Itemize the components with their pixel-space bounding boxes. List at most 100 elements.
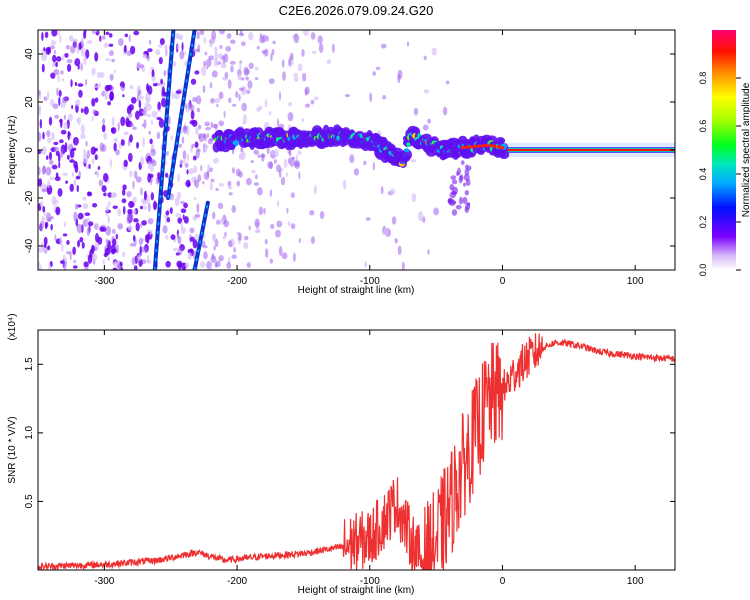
noise-speckle [227,186,233,190]
noise-speckle [177,235,182,245]
noise-speckle [60,129,67,135]
wisp [456,170,460,177]
noise-speckle [227,79,232,89]
noise-speckle [214,51,218,61]
noise-speckle [115,149,120,156]
noise-speckle [122,184,127,191]
noise-speckle [147,48,153,53]
noise-speckle [206,170,210,178]
noise-speckle [310,236,315,245]
noise-speckle [42,247,47,254]
noise-speckle [101,227,107,232]
noise-speckle [138,108,145,117]
noise-speckle [48,263,51,270]
noise-speckle [298,238,301,244]
wisp [465,178,471,187]
noise-speckle [138,252,141,262]
noise-speckle [87,191,91,196]
noise-speckle [254,229,261,234]
noise-speckle [51,63,55,67]
noise-speckle [111,58,115,63]
noise-speckle [230,39,236,45]
noise-speckle [269,189,273,197]
noise-speckle [147,202,151,212]
noise-speckle [55,56,62,62]
noise-speckle [124,33,129,38]
noise-speckle [111,228,116,234]
noise-speckle [109,90,115,101]
x-tick-label: 0 [500,576,506,587]
noise-speckle [117,38,124,47]
wisp [455,204,462,210]
noise-speckle [99,35,102,42]
noise-speckle [110,127,117,134]
noise-speckle [197,174,202,183]
noise-speckle [38,89,41,96]
noise-speckle [215,187,219,192]
noise-speckle [98,179,104,187]
band-hot [480,144,485,148]
noise-speckle [143,106,147,116]
noise-speckle [202,180,205,185]
noise-speckle [184,102,188,110]
noise-speckle [79,236,84,243]
noise-speckle [157,101,161,111]
noise-speckle [194,233,200,241]
noise-speckle [99,142,105,152]
noise-speckle [53,49,57,55]
noise-speckle [66,240,70,246]
noise-speckle [59,236,63,246]
noise-speckle [297,63,303,72]
noise-speckle [268,78,275,85]
noise-speckle [69,183,75,192]
noise-speckle [147,160,151,170]
noise-speckle [91,67,96,76]
noise-speckle [143,119,147,129]
noise-speckle [270,53,273,62]
noise-speckle [81,37,84,43]
band-blob-inner [404,148,410,153]
noise-speckle [195,127,199,136]
noise-speckle [256,45,260,50]
noise-speckle [62,233,68,237]
noise-speckle [382,95,387,100]
snr-panel: -300 -200 -100 0 100 0.5 1.0 1.5 (x10⁴) Height … [7,313,676,596]
noise-speckle [288,57,291,67]
noise-speckle [268,111,272,116]
noise-speckle [59,118,63,124]
noise-speckle [214,46,218,53]
noise-speckle [65,44,70,50]
noise-speckle [51,164,58,170]
noise-speckle [318,43,324,53]
noise-speckle [205,127,211,131]
noise-speckle [134,110,140,120]
noise-speckle [53,141,59,146]
noise-speckle [138,95,145,100]
noise-speckle [150,149,157,157]
noise-speckle [111,236,115,240]
noise-speckle [49,177,55,181]
noise-speckle [309,209,315,216]
noise-speckle [133,170,138,179]
noise-speckle [380,186,384,195]
noise-speckle [134,237,137,247]
wisp [450,175,457,180]
wisp [451,200,457,205]
noise-speckle [48,159,54,165]
noise-speckle [93,147,98,152]
noise-speckle [401,261,405,270]
noise-speckle [212,211,216,220]
noise-speckle [50,215,54,220]
noise-speckle [272,40,276,45]
noise-speckle [243,241,249,250]
noise-speckle [423,89,430,94]
noise-speckle [80,62,83,71]
noise-speckle [107,256,110,261]
band-hot [464,145,469,149]
noise-speckle [290,223,296,230]
noise-speckle [196,31,200,40]
noise-speckle [117,222,123,230]
noise-speckle [238,87,245,92]
noise-speckle [142,206,148,210]
noise-speckle [180,221,183,230]
